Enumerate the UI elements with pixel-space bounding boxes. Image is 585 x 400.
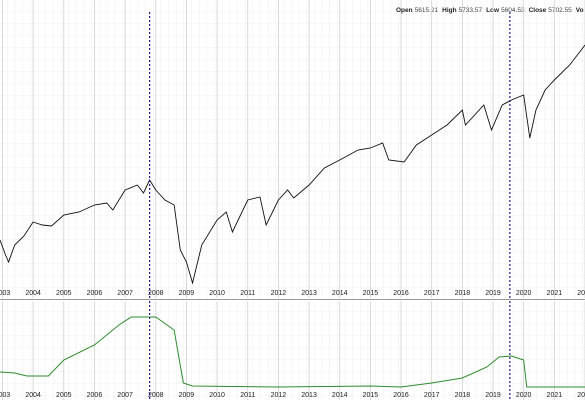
x-tick-label: 2004 — [25, 392, 41, 399]
x-tick-label: 2021 — [547, 392, 563, 399]
x-tick-label: 2021 — [547, 290, 563, 297]
x-tick-label: 2022 — [577, 392, 585, 399]
x-tick-label: 2006 — [87, 392, 103, 399]
x-tick-label: 2012 — [271, 392, 287, 399]
x-tick-label: 2015 — [363, 392, 379, 399]
header-value: 5733.57 — [459, 7, 483, 14]
x-tick-label: 2004 — [25, 290, 41, 297]
x-tick-label: 2005 — [56, 392, 72, 399]
header-value: 5615.21 — [415, 7, 439, 14]
x-tick-label: 2011 — [240, 290, 255, 297]
series-line — [0, 44, 585, 285]
x-tick-label: 2007 — [117, 290, 133, 297]
x-tick-label: 2009 — [179, 392, 195, 399]
series-line — [0, 316, 585, 388]
x-tick-label: 2006 — [87, 290, 103, 297]
x-tick-label: 2007 — [117, 392, 133, 399]
x-tick-label: 2003 — [0, 392, 10, 399]
x-tick-label: 2016 — [393, 392, 409, 399]
x-tick-label: 2018 — [455, 392, 471, 399]
x-tick-label: 2008 — [148, 392, 164, 399]
x-tick-label: 2015 — [363, 290, 379, 297]
x-tick-label: 2014 — [332, 290, 348, 297]
x-tick-label: 2020 — [516, 290, 532, 297]
header-label: Close — [529, 7, 547, 14]
x-tick-label: 2009 — [179, 290, 195, 297]
header-label: High — [442, 7, 456, 14]
header-label: Vo — [576, 7, 584, 14]
x-tick-label: 2019 — [485, 290, 501, 297]
x-tick-label: 2022 — [577, 290, 585, 297]
x-tick-label: 2018 — [455, 290, 471, 297]
grid-background — [0, 0, 585, 298]
x-tick-label: 2003 — [0, 290, 10, 297]
x-tick-label: 2013 — [301, 392, 317, 399]
x-tick-label: 2012 — [271, 290, 287, 297]
x-tick-label: 2020 — [516, 392, 532, 399]
grid-background — [0, 301, 585, 400]
header-value: 5702.55 — [548, 7, 572, 14]
x-tick-label: 2016 — [393, 290, 409, 297]
x-tick-label: 2014 — [332, 392, 348, 399]
x-tick-label: 2017 — [424, 290, 440, 297]
x-tick-label: 2005 — [56, 290, 72, 297]
header-label: Open — [396, 7, 413, 14]
x-tick-label: 2011 — [240, 392, 255, 399]
x-tick-label: 2017 — [424, 392, 440, 399]
x-tick-label: 2010 — [209, 290, 225, 297]
header-value: 5604.53 — [501, 7, 525, 14]
x-tick-label: 2019 — [485, 392, 501, 399]
ohlc-header: Open 5615.21 High 5733.57 Low 5604.53 Close 570… — [396, 7, 584, 14]
x-tick-label: 2010 — [209, 392, 225, 399]
x-tick-label: 2008 — [148, 290, 164, 297]
x-tick-label: 2013 — [301, 290, 317, 297]
